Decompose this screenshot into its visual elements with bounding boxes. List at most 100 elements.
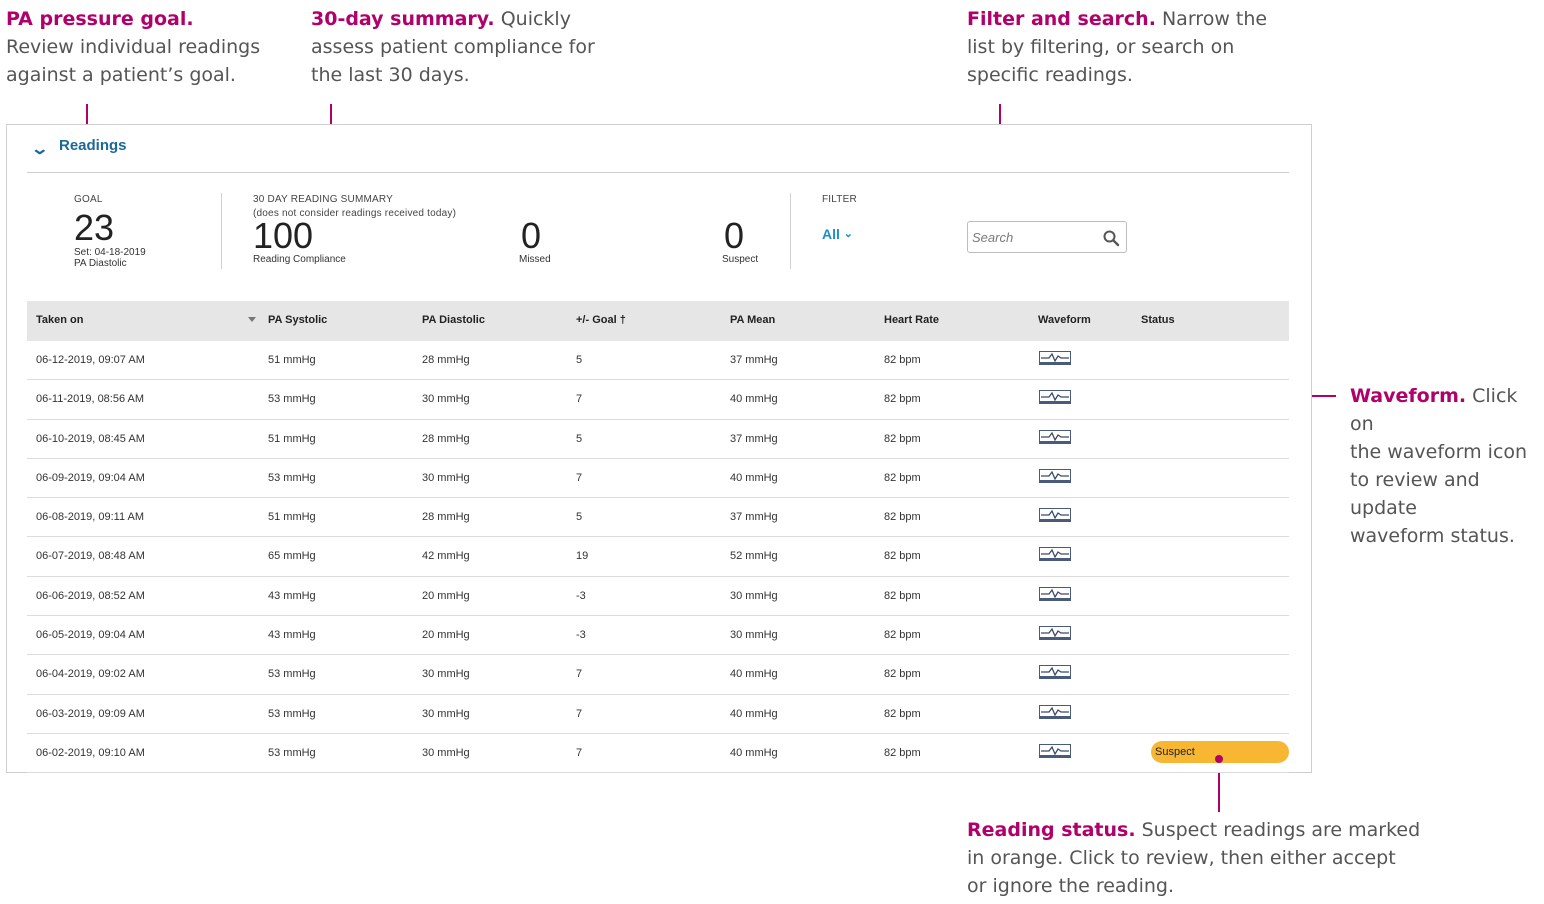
cell-heart-rate: 82 bpm	[884, 668, 921, 681]
table-row[interactable]: 06-11-2019, 08:56 AM 53 mmHg 30 mmHg 7 40 mm…	[27, 380, 1289, 420]
cell-goal-diff: -3	[576, 629, 586, 642]
col-heart-rate[interactable]: Heart Rate	[884, 314, 940, 326]
waveform-icon[interactable]	[1039, 429, 1071, 444]
table-row[interactable]: 06-03-2019, 09:09 AM 53 mmHg 30 mmHg 7 40 mm…	[27, 695, 1289, 734]
cell-pa-diastolic: 30 mmHg	[422, 707, 470, 720]
col-pa-diastolic[interactable]: PA Diastolic	[422, 314, 485, 326]
cell-taken-on: 06-02-2019, 09:10 AM	[36, 746, 145, 759]
summary-label: 30 DAY READING SUMMARY	[253, 194, 393, 205]
readings-table: Taken on PA Systolic PA Diastolic +/- Go…	[27, 301, 1289, 774]
table-row[interactable]: 06-05-2019, 09:04 AM 43 mmHg 20 mmHg -3 30 m…	[27, 616, 1289, 656]
readings-panel-title: Readings	[59, 137, 127, 154]
cell-pa-mean: 37 mmHg	[730, 511, 778, 524]
status-badge[interactable]: Suspect	[1151, 740, 1289, 763]
cell-goal-diff: 5	[576, 354, 583, 366]
table-row[interactable]: 06-09-2019, 09:04 AM 53 mmHg 30 mmHg 7 40 mm…	[27, 459, 1289, 499]
search-box[interactable]	[967, 221, 1127, 253]
cell-pa-systolic: 53 mmHg	[268, 471, 316, 484]
callout-goal-line2: against a patient’s goal.	[6, 64, 236, 86]
cell-pa-systolic: 53 mmHg	[268, 393, 316, 406]
callout-waveform-heading: Waveform.	[1350, 385, 1467, 407]
table-row[interactable]: 06-04-2019, 09:02 AM 53 mmHg 30 mmHg 7 40 mm…	[27, 655, 1289, 695]
cell-pa-systolic: 51 mmHg	[268, 432, 316, 445]
cell-pa-systolic: 53 mmHg	[268, 668, 316, 681]
cell-heart-rate: 82 bpm	[884, 511, 921, 524]
callout-filter-line1: list by filtering, or search on	[967, 36, 1235, 58]
search-input[interactable]	[972, 227, 1098, 247]
sort-arrow-icon[interactable]	[248, 317, 256, 322]
cell-pa-systolic: 53 mmHg	[268, 746, 316, 759]
cell-taken-on: 06-12-2019, 09:07 AM	[36, 354, 145, 366]
goal-value: 23	[74, 207, 115, 248]
cell-taken-on: 06-11-2019, 08:56 AM	[36, 393, 145, 406]
cell-taken-on: 06-09-2019, 09:04 AM	[36, 471, 145, 484]
waveform-icon[interactable]	[1039, 626, 1071, 641]
cell-pa-mean: 40 mmHg	[730, 668, 778, 681]
waveform-icon[interactable]	[1039, 704, 1071, 719]
table-row[interactable]: 06-08-2019, 09:11 AM 51 mmHg 28 mmHg 5 37 mm…	[27, 498, 1289, 538]
callout-goal: PA pressure goal. Review individual read…	[6, 5, 260, 89]
divider	[221, 193, 222, 269]
col-pa-systolic[interactable]: PA Systolic	[268, 314, 328, 326]
table-row[interactable]: 06-06-2019, 08:52 AM 43 mmHg 20 mmHg -3 30 m…	[27, 577, 1289, 617]
waveform-icon[interactable]	[1039, 508, 1071, 523]
col-waveform[interactable]: Waveform	[1038, 314, 1091, 326]
callout-summary-line1: assess patient compliance for	[311, 36, 595, 58]
col-status[interactable]: Status	[1141, 314, 1175, 326]
cell-taken-on: 06-06-2019, 08:52 AM	[36, 589, 145, 602]
waveform-icon[interactable]	[1039, 390, 1071, 405]
table-row[interactable]: 06-02-2019, 09:10 AM 53 mmHg 30 mmHg 7 40 mm…	[27, 734, 1289, 774]
cell-pa-diastolic: 42 mmHg	[422, 550, 470, 563]
cell-heart-rate: 82 bpm	[884, 746, 921, 759]
search-icon[interactable]	[1102, 229, 1120, 247]
table-row[interactable]: 06-10-2019, 08:45 AM 51 mmHg 28 mmHg 5 37 mm…	[27, 420, 1289, 459]
col-goal-diff[interactable]: +/- Goal †	[576, 314, 626, 326]
cell-pa-diastolic: 30 mmHg	[422, 471, 470, 484]
callout-status-dot	[1215, 755, 1223, 763]
cell-pa-mean: 40 mmHg	[730, 393, 778, 406]
callout-status-connector	[1218, 760, 1220, 812]
cell-pa-diastolic: 30 mmHg	[422, 746, 470, 759]
cell-heart-rate: 82 bpm	[884, 707, 921, 720]
callout-waveform-line3: waveform status.	[1350, 525, 1515, 547]
filter-dropdown[interactable]: All ⌄	[822, 226, 853, 242]
chevron-down-icon[interactable]: ⌄	[30, 141, 50, 158]
table-header: Taken on PA Systolic PA Diastolic +/- Go…	[27, 301, 1289, 341]
cell-taken-on: 06-05-2019, 09:04 AM	[36, 629, 145, 642]
waveform-icon[interactable]	[1039, 468, 1071, 483]
cell-pa-mean: 30 mmHg	[730, 629, 778, 642]
waveform-icon[interactable]	[1039, 743, 1071, 758]
waveform-icon[interactable]	[1039, 351, 1071, 365]
waveform-icon[interactable]	[1039, 665, 1071, 680]
readings-panel-header[interactable]: ⌄ Readings	[27, 125, 1289, 173]
goal-set-date: Set: 04-18-2019	[74, 247, 146, 258]
callout-status-line2: or ignore the reading.	[967, 875, 1175, 897]
table-row[interactable]: 06-12-2019, 09:07 AM 51 mmHg 28 mmHg 5 37 mm…	[27, 341, 1289, 381]
cell-goal-diff: 7	[576, 471, 583, 484]
cell-heart-rate: 82 bpm	[884, 393, 921, 406]
missed-label: Missed	[519, 254, 551, 265]
callout-status: Reading status. Suspect readings are mar…	[967, 816, 1420, 900]
cell-taken-on: 06-08-2019, 09:11 AM	[36, 511, 145, 524]
cell-pa-diastolic: 28 mmHg	[422, 511, 470, 524]
cell-pa-diastolic: 28 mmHg	[422, 354, 470, 366]
callout-goal-heading: PA pressure goal.	[6, 8, 194, 30]
cell-pa-systolic: 43 mmHg	[268, 629, 316, 642]
cell-goal-diff: 7	[576, 393, 583, 406]
callout-filter-line2: specific readings.	[967, 64, 1133, 86]
col-taken-on[interactable]: Taken on	[36, 314, 84, 326]
cell-pa-diastolic: 20 mmHg	[422, 589, 470, 602]
callout-summary-line2: the last 30 days.	[311, 64, 470, 86]
filter-label: FILTER	[822, 194, 857, 205]
table-row[interactable]: 06-07-2019, 08:48 AM 65 mmHg 42 mmHg 19 52 m…	[27, 537, 1289, 577]
waveform-icon[interactable]	[1039, 586, 1071, 601]
cell-taken-on: 06-10-2019, 08:45 AM	[36, 432, 145, 445]
cell-heart-rate: 82 bpm	[884, 432, 921, 445]
cell-heart-rate: 82 bpm	[884, 471, 921, 484]
cell-pa-diastolic: 30 mmHg	[422, 668, 470, 681]
summary-note: (does not consider readings received tod…	[253, 208, 457, 219]
col-pa-mean[interactable]: PA Mean	[730, 314, 776, 326]
cell-goal-diff: 5	[576, 511, 583, 524]
callout-filter: Filter and search. Narrow the list by fi…	[967, 5, 1267, 89]
waveform-icon[interactable]	[1039, 547, 1071, 562]
